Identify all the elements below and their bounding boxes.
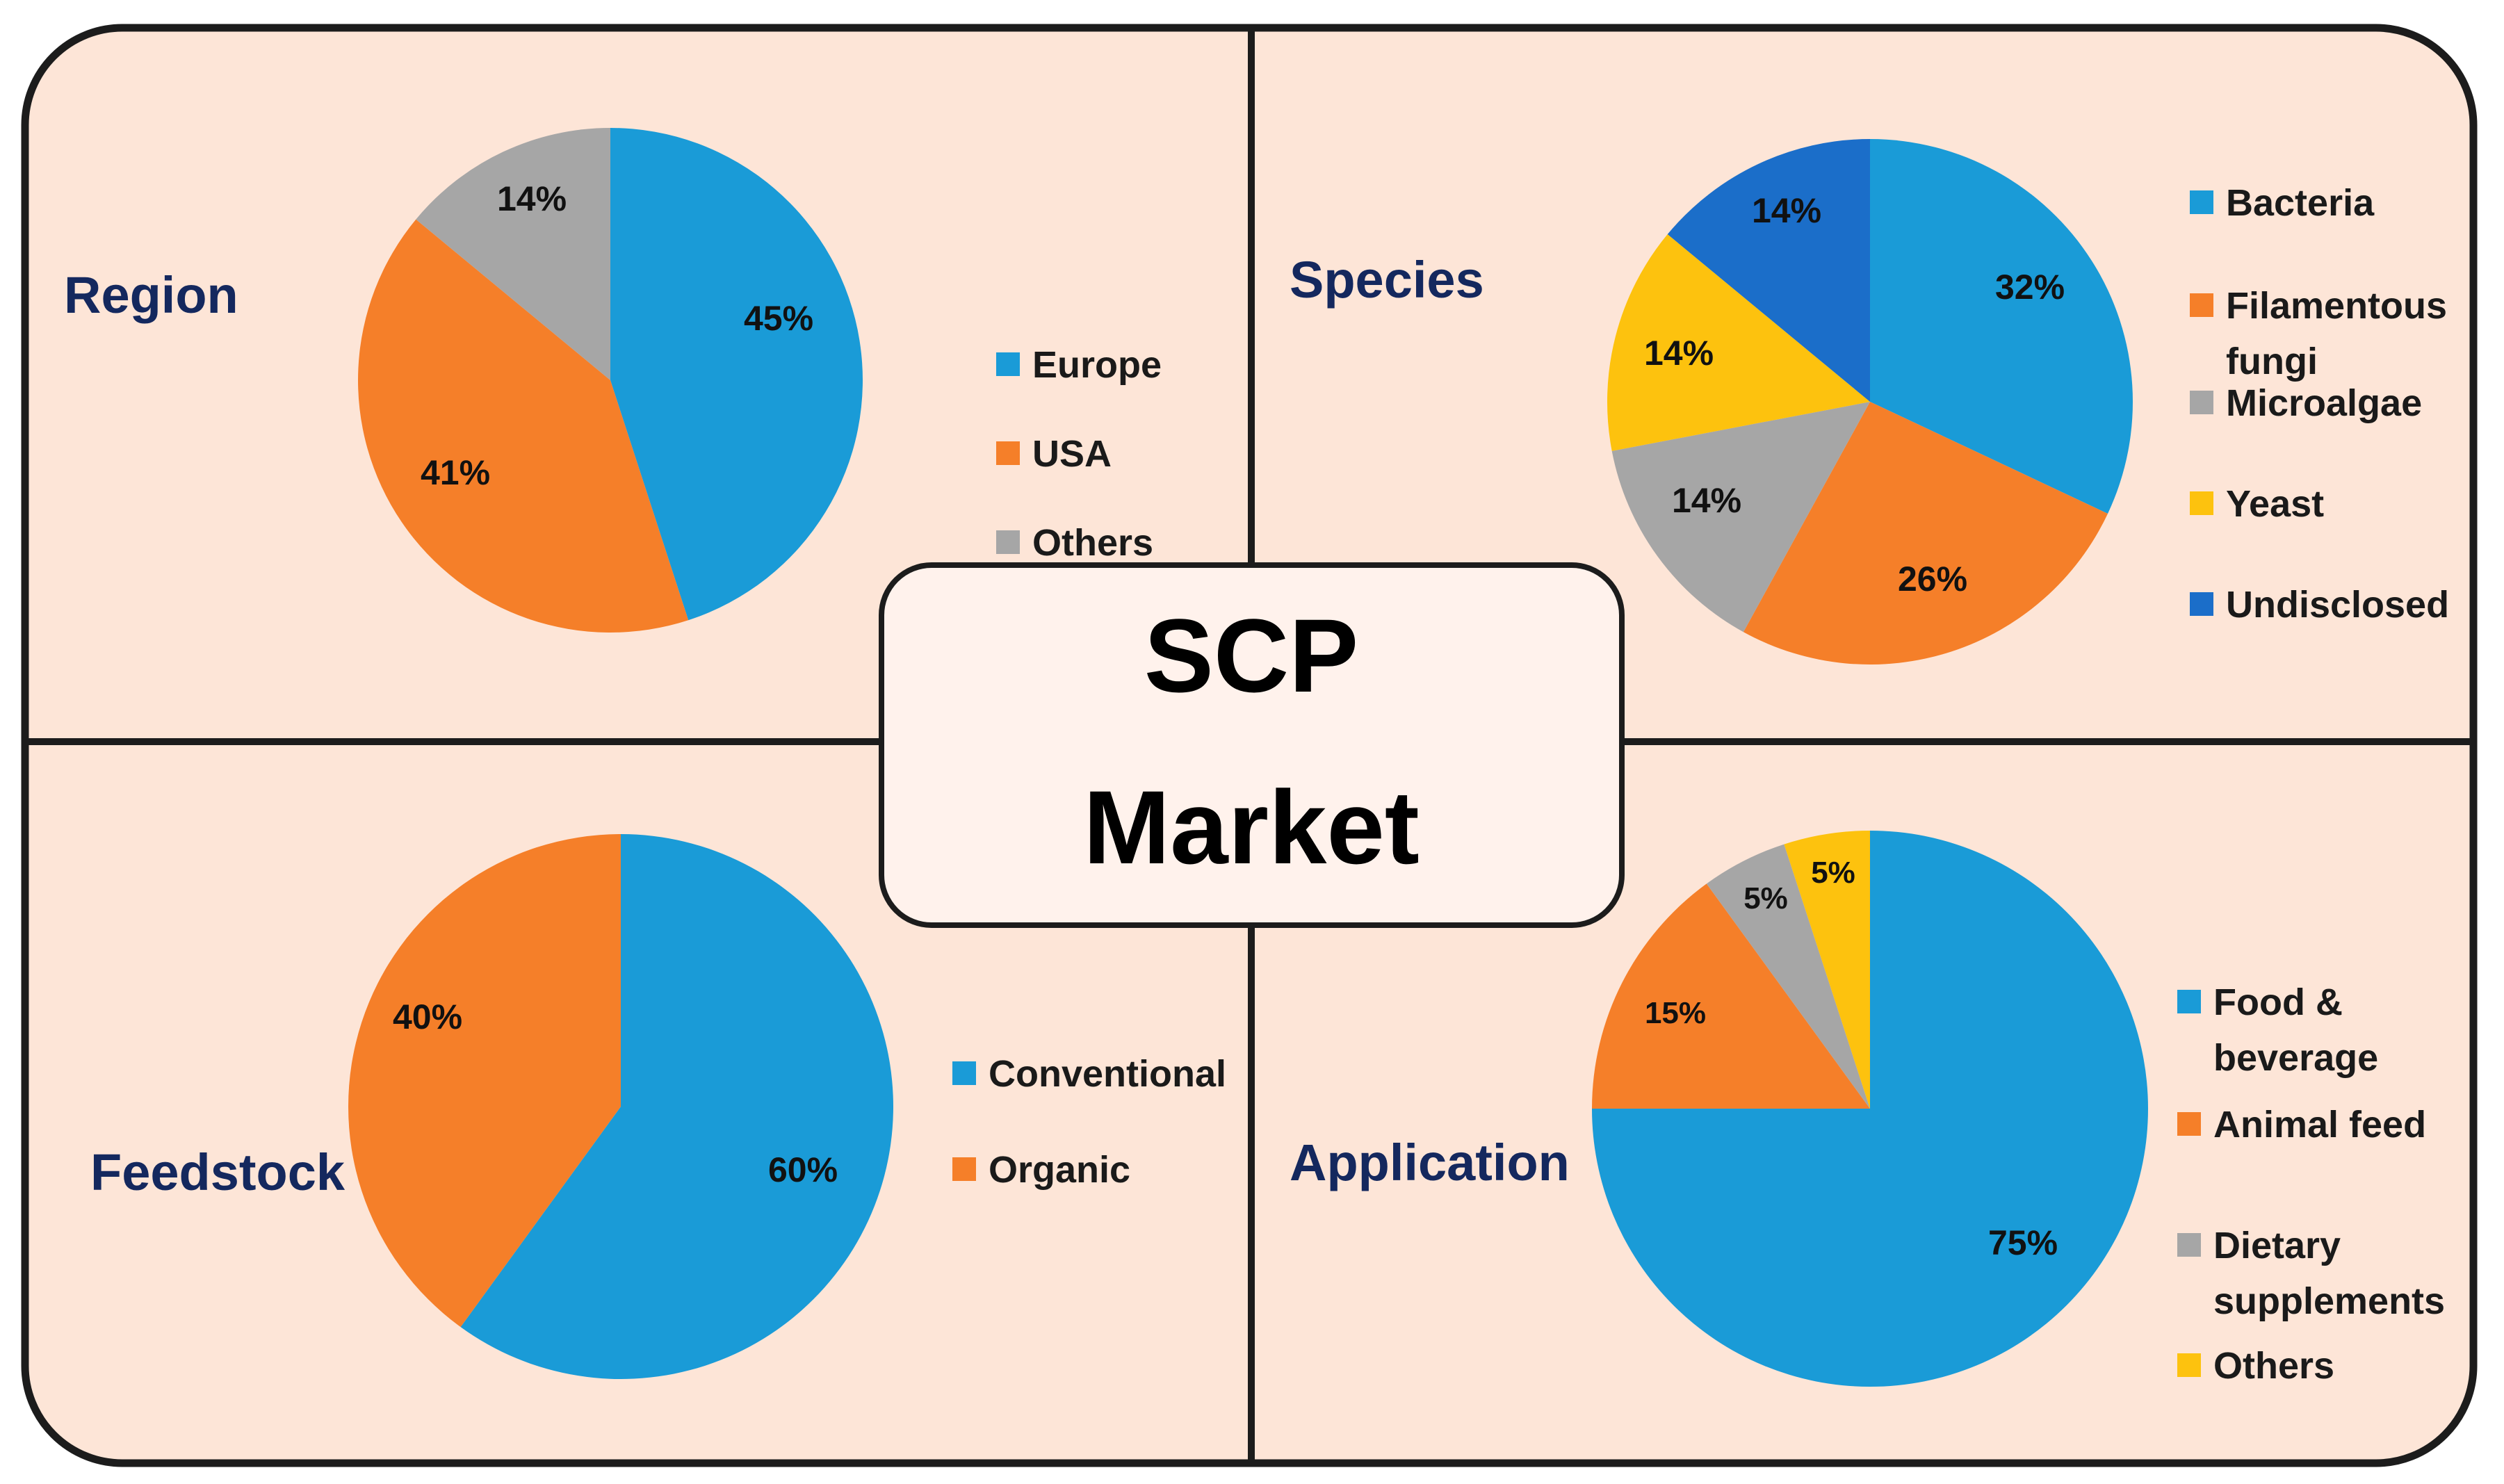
legend-swatch <box>2190 391 2213 414</box>
legend-swatch <box>2177 1353 2201 1377</box>
legend-swatch <box>2190 293 2213 317</box>
pie-chart-application: Application 75% 15% 5% 5% Food & beverage Anima… <box>1290 831 2445 1387</box>
pie-slice-yeast <box>1607 234 1870 451</box>
legend-label: Conventional <box>989 1053 1226 1095</box>
legend-label: Bacteria <box>2226 182 2375 224</box>
data-label: 15% <box>1645 996 1706 1030</box>
center-box-frame <box>879 562 1625 928</box>
legend-label: Europe <box>1032 344 1162 386</box>
legend-item: Organic <box>952 1149 1130 1191</box>
legend-item: Conventional <box>952 1053 1226 1095</box>
legend-swatch <box>2177 1112 2201 1136</box>
chart-title: Species <box>1290 251 1484 309</box>
legend-item: Bacteria <box>2190 182 2375 224</box>
data-label: 26% <box>1898 560 1967 598</box>
legend-item: Filamentous fungi <box>2190 285 2447 382</box>
legend-swatch <box>2190 190 2213 214</box>
data-label: 14% <box>1672 481 1741 520</box>
legend-swatch <box>952 1157 976 1181</box>
legend-swatch <box>996 352 1020 376</box>
pie-slice-filamentous-fungi <box>1743 402 2108 664</box>
legend-label: beverage <box>2213 1037 2378 1079</box>
legend-label: Undisclosed <box>2226 584 2449 626</box>
legend-item: Yeast <box>2190 483 2324 525</box>
pie-slice-dietary-supplements <box>1706 844 1870 1109</box>
pie-slice-animal-feed <box>1592 883 1870 1109</box>
center-title-line2: Market <box>1083 769 1420 886</box>
legend-item: Food & beverage <box>2177 981 2378 1079</box>
data-label: 5% <box>1743 881 1788 915</box>
pie-slice-organic <box>348 834 621 1328</box>
data-label: 14% <box>497 179 567 218</box>
pie-slice-usa <box>357 219 689 633</box>
legend-item: Undisclosed <box>2190 584 2449 626</box>
data-label: 14% <box>1752 191 1821 230</box>
data-label: 75% <box>1988 1223 2058 1262</box>
pie-slice-conventional <box>460 834 894 1379</box>
data-label: 45% <box>744 299 813 338</box>
legend-item: Others <box>2177 1345 2334 1387</box>
legend-item: Others <box>996 522 1153 564</box>
pie-slice-others <box>1784 831 1870 1109</box>
chart-title: Region <box>64 266 238 324</box>
data-label: 5% <box>1811 856 1855 890</box>
charts-layer: Region 45% 41% 14% Europe USA Others Species 32%… <box>64 128 2449 1387</box>
center-title-line1: SCP <box>1144 597 1358 714</box>
pie-slice-others <box>416 128 610 380</box>
legend-label: Others <box>1032 522 1153 564</box>
legend-label: Animal feed <box>2213 1104 2426 1145</box>
pie-chart-region: Region 45% 41% 14% Europe USA Others <box>64 128 1162 633</box>
data-label: 14% <box>1644 334 1714 373</box>
legend-label: Yeast <box>2226 483 2324 525</box>
legend-swatch <box>996 441 1020 465</box>
legend-label: USA <box>1032 433 1112 475</box>
legend-label: supplements <box>2213 1280 2445 1322</box>
legend-label: Dietary <box>2213 1225 2341 1266</box>
legend-label: Microalgae <box>2226 382 2422 424</box>
legend-swatch <box>952 1061 976 1085</box>
pie-chart-feedstock: Feedstock 60% 40% Conventional Organic <box>90 834 1226 1379</box>
pie-slice-bacteria <box>1870 139 2133 514</box>
legend-swatch <box>996 530 1020 554</box>
legend-label: Filamentous <box>2226 285 2447 327</box>
pie-slice-microalgae <box>1611 402 1870 633</box>
data-label: 41% <box>421 453 490 492</box>
legend-label: Food & <box>2213 981 2343 1023</box>
center-box: SCP Market <box>879 562 1625 928</box>
legend-item: Dietary supplements <box>2177 1225 2445 1322</box>
pie-slice-europe <box>610 128 863 621</box>
data-label: 32% <box>1995 268 2065 307</box>
legend-swatch <box>2177 1233 2201 1257</box>
legend-label: Others <box>2213 1345 2334 1387</box>
legend-label: Organic <box>989 1149 1130 1191</box>
legend-item: Microalgae <box>2190 382 2422 424</box>
legend-swatch <box>2190 592 2213 616</box>
data-label: 40% <box>393 997 462 1036</box>
legend-swatch <box>2190 491 2213 515</box>
pie-chart-species: Species 32% 26% 14% 14% 14% Bacteria Filamentou… <box>1290 139 2449 664</box>
legend-item: Animal feed <box>2177 1104 2426 1145</box>
chart-title: Feedstock <box>90 1143 345 1201</box>
data-label: 60% <box>768 1150 838 1189</box>
legend-item: Europe <box>996 344 1162 386</box>
legend-item: USA <box>996 433 1112 475</box>
legend-swatch <box>2177 990 2201 1013</box>
pie-slice-undisclosed <box>1667 139 1870 402</box>
legend-label: fungi <box>2226 341 2318 382</box>
chart-title: Application <box>1290 1134 1570 1191</box>
